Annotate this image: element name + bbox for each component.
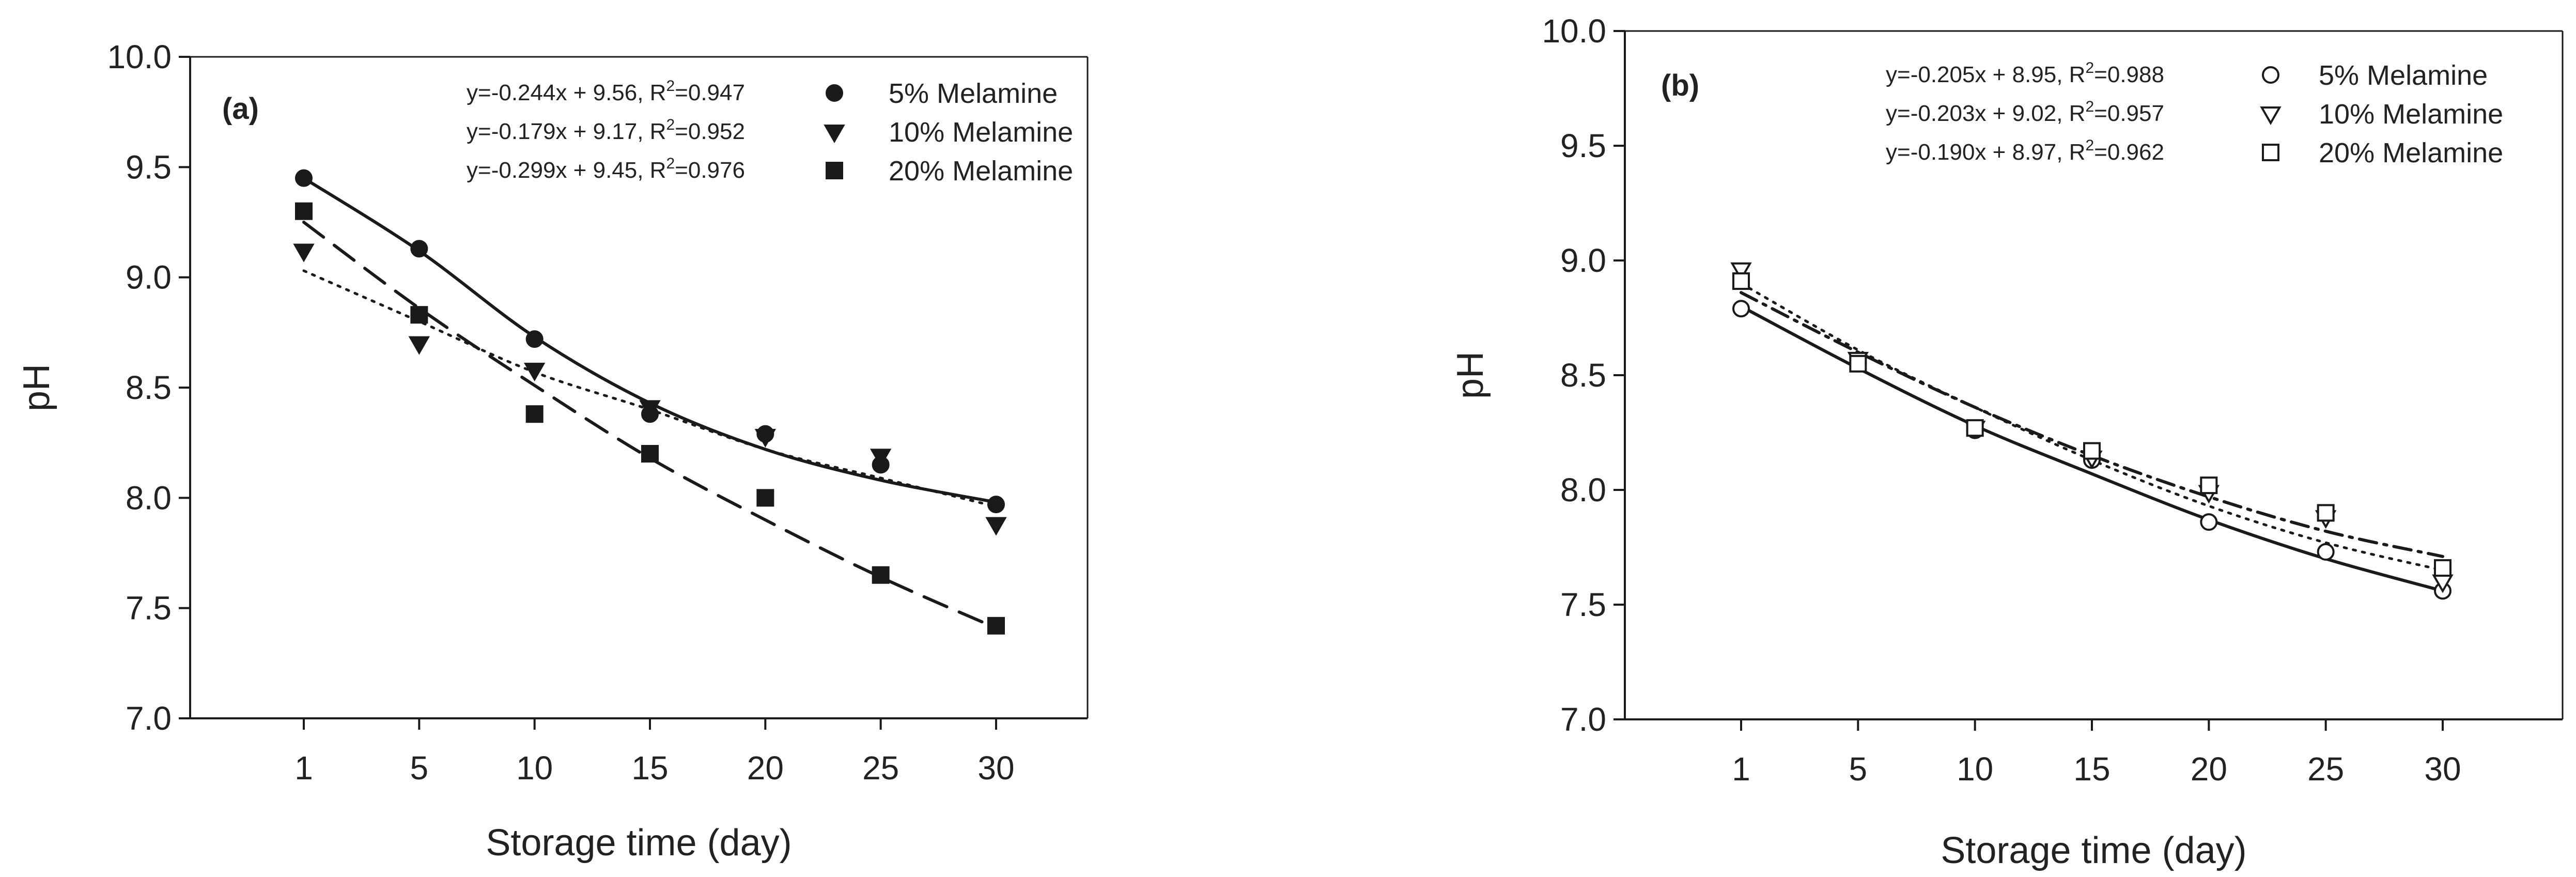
y-tick-label: 9.0	[1560, 242, 1606, 279]
data-point-series-3	[872, 566, 890, 584]
y-tick-label: 10.0	[107, 38, 172, 75]
legend-label: 10% Melamine	[2319, 99, 2503, 130]
y-tick-label: 7.5	[1560, 586, 1606, 623]
x-tick-label: 20	[2191, 750, 2227, 788]
data-point-series-1	[1732, 300, 1750, 318]
y-tick-label: 9.5	[1560, 127, 1606, 164]
x-tick-label: 25	[862, 749, 899, 787]
data-point-series-1	[410, 240, 428, 258]
legend-marker	[2260, 106, 2282, 126]
data-point-series-3	[2200, 476, 2218, 495]
data-point-series-3	[1849, 355, 1867, 373]
x-tick-label: 15	[631, 749, 668, 787]
data-point-series-1	[987, 496, 1005, 514]
legend-marker	[824, 125, 845, 144]
legend-label: 5% Melamine	[889, 78, 1058, 109]
x-tick-label: 1	[294, 749, 313, 787]
chart-panel-b: 7.07.58.08.59.09.510.01 5 10 15 20 25 30Storag…	[1450, 12, 2564, 871]
y-tick-label: 7.0	[126, 700, 172, 737]
x-tick-label: 30	[2424, 750, 2461, 788]
data-point-series-2	[1730, 262, 1752, 281]
chart-panel-a: 7.07.58.08.59.09.510.01 5 10 15 20 25 30Storag…	[16, 38, 1089, 864]
y-tick-label: 8.5	[126, 369, 172, 406]
data-point-series-3	[2083, 442, 2101, 460]
data-point-series-3	[295, 202, 313, 220]
legend-equation: y=-0.205x + 8.95, R2=0.988	[1886, 59, 2164, 87]
legend-equation: y=-0.179x + 9.17, R2=0.952	[467, 116, 745, 144]
data-point-series-3	[525, 405, 544, 423]
legend-marker	[2262, 144, 2279, 161]
data-point-series-3	[756, 489, 774, 507]
x-tick-label: 10	[516, 749, 553, 787]
legend-equation: y=-0.190x + 8.97, R2=0.962	[1886, 137, 2164, 165]
data-point-series-2	[408, 336, 430, 355]
data-point-series-2	[639, 400, 661, 419]
x-tick-label: 30	[977, 749, 1014, 787]
y-tick-label: 10.0	[1542, 12, 1606, 50]
y-tick-label: 9.0	[126, 259, 172, 296]
data-point-series-2	[985, 517, 1007, 536]
legend-equation: y=-0.244x + 9.56, R2=0.947	[467, 78, 745, 105]
legend-marker	[2262, 66, 2279, 84]
y-tick-label: 8.0	[126, 479, 172, 516]
legend-label: 10% Melamine	[889, 117, 1073, 148]
legend-marker	[826, 84, 843, 102]
data-point-series-2	[870, 449, 892, 468]
data-point-series-3	[987, 617, 1005, 635]
data-point-series-2	[293, 243, 315, 263]
data-point-series-2	[754, 428, 777, 448]
y-tick-label: 9.5	[126, 148, 172, 186]
legend-label: 5% Melamine	[2319, 60, 2488, 91]
data-point-series-3	[2317, 504, 2335, 522]
y-axis-title: pH	[1450, 351, 1491, 399]
x-tick-label: 1	[1732, 750, 1750, 788]
y-axis-title: pH	[16, 364, 57, 411]
data-point-series-3	[1732, 272, 1750, 290]
legend-equation: y=-0.299x + 9.45, R2=0.976	[467, 155, 745, 183]
panel-label: (b)	[1661, 69, 1699, 102]
legend-label: 20% Melamine	[889, 156, 1073, 187]
y-tick-label: 8.5	[1560, 357, 1606, 394]
x-tick-label: 5	[410, 749, 429, 787]
x-axis-title: Storage time (day)	[1941, 830, 2246, 871]
y-tick-label: 7.5	[126, 590, 172, 627]
x-tick-label: 10	[1957, 750, 1993, 788]
legend-marker	[826, 162, 843, 179]
x-tick-label: 20	[747, 749, 784, 787]
data-point-series-2	[523, 362, 546, 381]
x-tick-label: 15	[2073, 750, 2110, 788]
data-point-series-3	[1966, 419, 1984, 437]
data-point-series-1	[2317, 543, 2335, 561]
data-point-series-1	[295, 169, 313, 187]
y-tick-label: 7.0	[1560, 701, 1606, 738]
x-tick-label: 25	[2307, 750, 2344, 788]
y-tick-label: 8.0	[1560, 471, 1606, 509]
legend-equation: y=-0.203x + 9.02, R2=0.957	[1886, 98, 2164, 126]
data-point-series-1	[2200, 513, 2218, 531]
panel-label: (a)	[222, 92, 259, 126]
legend-label: 20% Melamine	[2319, 137, 2503, 168]
data-point-series-3	[641, 445, 659, 463]
data-point-series-1	[525, 330, 544, 348]
data-point-series-3	[2434, 559, 2451, 577]
x-tick-label: 5	[1849, 750, 1868, 788]
data-point-series-3	[410, 306, 428, 324]
x-axis-title: Storage time (day)	[486, 822, 792, 864]
